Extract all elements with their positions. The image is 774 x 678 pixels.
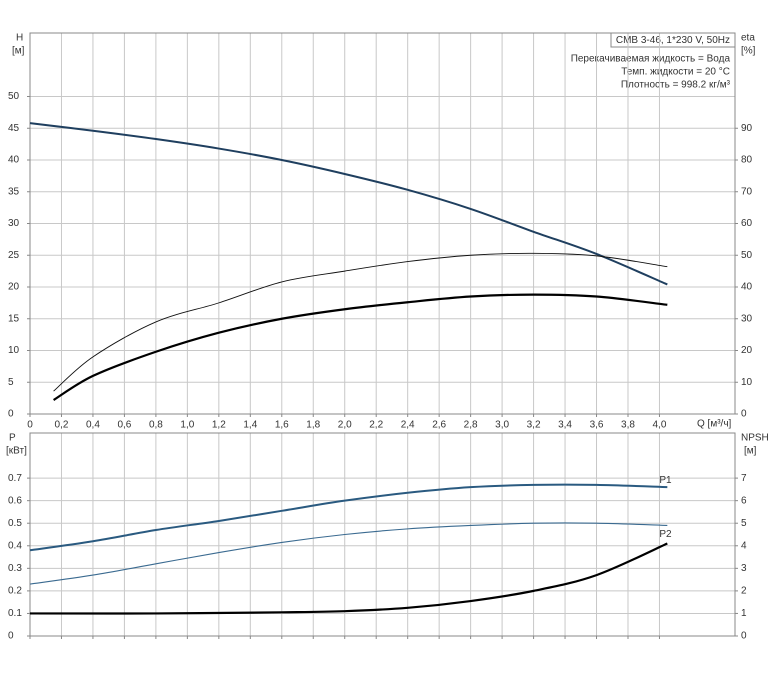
y2-tick-label: 4 (741, 540, 747, 551)
y-tick-label: 0.4 (8, 540, 22, 551)
y2-tick-label: 0 (741, 409, 747, 420)
y2-unit: [м] (744, 446, 757, 457)
annotation: Перекачиваемая жидкость = Вода (571, 54, 731, 65)
y2-tick-label: 60 (741, 218, 753, 229)
x-tick-label: 2,6 (432, 420, 446, 431)
y2-tick-label: 2 (741, 586, 747, 597)
y2-label: NPSH (741, 433, 769, 444)
y2-tick-label: 3 (741, 563, 747, 574)
x-label: Q [м³/ч] (697, 419, 732, 430)
y-label: P (9, 433, 16, 444)
curve (53, 293, 668, 401)
y-tick-label: 45 (8, 123, 20, 134)
plot-frame (29, 432, 736, 637)
y2-tick-label: 90 (741, 123, 753, 134)
y2-tick-label: 1 (741, 608, 747, 619)
y-tick-label: 15 (8, 313, 20, 324)
x-tick-label: 3,0 (495, 420, 509, 431)
y2-tick-label: 70 (741, 186, 753, 197)
y2-tick-label: 10 (741, 377, 753, 388)
x-tick-label: 1,0 (180, 420, 194, 431)
annotation: Темп. жидкости = 20 °C (621, 67, 730, 78)
y-tick-label: 35 (8, 186, 20, 197)
y-tick-label: 0.6 (8, 495, 22, 506)
x-tick-label: 2,2 (369, 420, 383, 431)
series-label: P2 (659, 529, 672, 540)
x-tick-label: 0,2 (55, 420, 69, 431)
x-tick-label: 1,4 (243, 420, 257, 431)
y2-tick-label: 5 (741, 518, 747, 529)
y-tick-label: 0 (8, 631, 14, 642)
y-tick-label: 0.7 (8, 473, 22, 484)
annotation: Плотность = 998.2 кг/м³ (621, 80, 731, 91)
y-tick-label: 0.3 (8, 563, 22, 574)
curve (53, 252, 668, 392)
grid (27, 32, 738, 639)
y-unit: [м] (12, 46, 25, 57)
curve (29, 122, 668, 286)
y-tick-label: 50 (8, 91, 20, 102)
y2-tick-label: 50 (741, 250, 753, 261)
x-tick-label: 0 (27, 420, 33, 431)
x-tick-label: 2,4 (401, 420, 415, 431)
y2-tick-label: 7 (741, 473, 747, 484)
pump-model: CMB 3-46, 1*230 V, 50Hz (616, 35, 730, 46)
x-tick-label: 1,2 (212, 420, 226, 431)
x-tick-label: 2,0 (338, 420, 352, 431)
y-tick-label: 0.5 (8, 518, 22, 529)
x-tick-label: 0,4 (86, 420, 100, 431)
y-label: H (16, 33, 23, 44)
marks (29, 122, 668, 615)
y2-tick-label: 0 (741, 631, 747, 642)
series-label: P1 (659, 475, 672, 486)
x-tick-label: 3,6 (590, 420, 604, 431)
y-tick-label: 5 (8, 377, 14, 388)
y-tick-label: 40 (8, 155, 20, 166)
x-tick-label: 0,6 (117, 420, 131, 431)
y2-tick-label: 40 (741, 282, 753, 293)
curve (29, 522, 668, 585)
x-tick-label: 1,8 (306, 420, 320, 431)
x-tick-label: 3,4 (558, 420, 572, 431)
y-tick-label: 10 (8, 345, 20, 356)
curve (29, 542, 668, 615)
y2-tick-label: 80 (741, 155, 753, 166)
y2-tick-label: 30 (741, 313, 753, 324)
x-tick-label: 3,2 (527, 420, 541, 431)
x-tick-label: 3,8 (621, 420, 635, 431)
y-tick-label: 0.1 (8, 608, 22, 619)
plot-frame (29, 32, 736, 415)
y-tick-label: 25 (8, 250, 20, 261)
y2-label: eta (741, 33, 755, 44)
y-tick-label: 0 (8, 409, 14, 420)
y-tick-label: 20 (8, 282, 20, 293)
x-tick-label: 4,0 (653, 420, 667, 431)
x-tick-label: 0,8 (149, 420, 163, 431)
y2-tick-label: 20 (741, 345, 753, 356)
curve (29, 483, 668, 552)
y-tick-label: 0.2 (8, 586, 22, 597)
x-tick-label: 2,8 (464, 420, 478, 431)
x-tick-label: 1,6 (275, 420, 289, 431)
y2-unit: [%] (741, 46, 756, 57)
y2-tick-label: 6 (741, 495, 747, 506)
y-unit: [кВт] (6, 446, 27, 457)
y-tick-label: 30 (8, 218, 20, 229)
